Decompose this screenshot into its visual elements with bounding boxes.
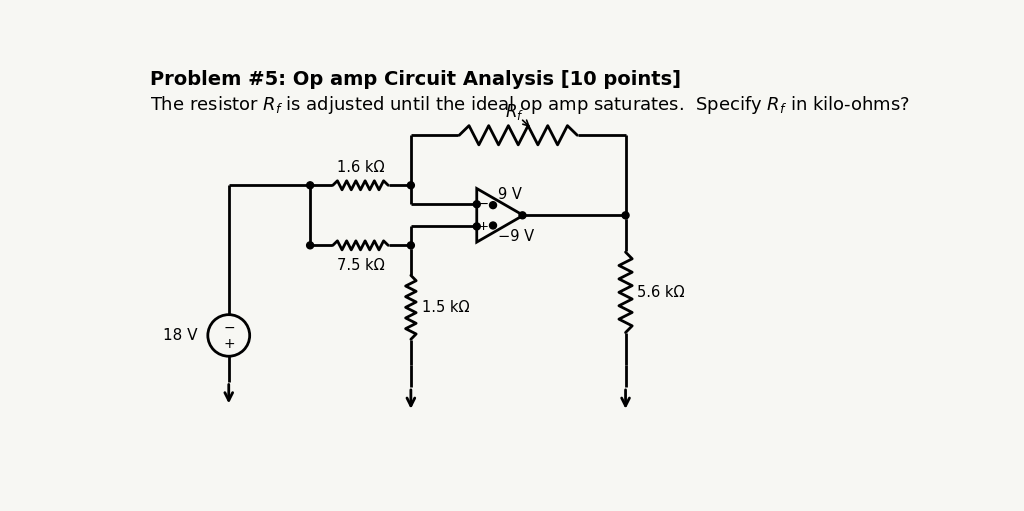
Text: 7.5 kΩ: 7.5 kΩ — [337, 258, 384, 273]
Text: $-$: $-$ — [222, 320, 234, 334]
Circle shape — [306, 182, 313, 189]
Text: Problem #5: Op amp Circuit Analysis [10 points]: Problem #5: Op amp Circuit Analysis [10 … — [150, 70, 681, 89]
Text: The resistor $R_f$ is adjusted until the ideal op amp saturates.  Specify $R_f$ : The resistor $R_f$ is adjusted until the… — [150, 95, 909, 117]
Text: 1.6 kΩ: 1.6 kΩ — [337, 159, 384, 175]
Circle shape — [519, 212, 526, 219]
Text: $R_f$: $R_f$ — [505, 102, 524, 122]
Circle shape — [622, 212, 629, 219]
Circle shape — [473, 201, 480, 207]
Circle shape — [489, 202, 497, 208]
Text: −9 V: −9 V — [499, 229, 535, 244]
Circle shape — [408, 182, 415, 189]
Text: 18 V: 18 V — [163, 328, 198, 343]
Text: 1.5 kΩ: 1.5 kΩ — [423, 300, 470, 315]
Text: 9 V: 9 V — [499, 187, 522, 202]
Text: $+$: $+$ — [222, 337, 234, 351]
Circle shape — [473, 223, 480, 230]
Text: $+$: $+$ — [477, 220, 489, 233]
Text: $-$: $-$ — [477, 197, 489, 210]
Circle shape — [408, 242, 415, 249]
Circle shape — [306, 242, 313, 249]
Circle shape — [489, 222, 497, 229]
Text: 5.6 kΩ: 5.6 kΩ — [637, 285, 685, 300]
